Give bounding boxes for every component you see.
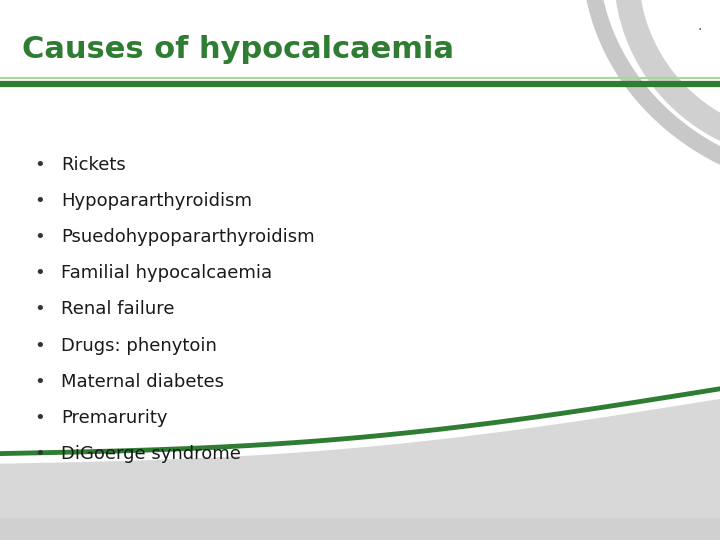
Text: •: • <box>35 228 45 246</box>
Text: Maternal diabetes: Maternal diabetes <box>61 373 224 391</box>
Text: •: • <box>35 192 45 210</box>
Text: Familial hypocalcaemia: Familial hypocalcaemia <box>61 264 272 282</box>
Text: Hypopararthyroidism: Hypopararthyroidism <box>61 192 252 210</box>
Text: Causes of hypocalcaemia: Causes of hypocalcaemia <box>22 35 454 64</box>
Text: DiGoerge syndrome: DiGoerge syndrome <box>61 445 241 463</box>
Text: Drugs: phenytoin: Drugs: phenytoin <box>61 336 217 355</box>
Text: •: • <box>35 445 45 463</box>
Text: •: • <box>35 264 45 282</box>
Text: Renal failure: Renal failure <box>61 300 175 319</box>
Text: •: • <box>35 373 45 391</box>
Text: Psuedohypopararthyroidism: Psuedohypopararthyroidism <box>61 228 315 246</box>
Text: Rickets: Rickets <box>61 156 126 174</box>
Polygon shape <box>0 400 720 540</box>
Text: .: . <box>698 19 702 33</box>
Text: •: • <box>35 336 45 355</box>
Text: •: • <box>35 156 45 174</box>
Text: •: • <box>35 300 45 319</box>
Text: •: • <box>35 409 45 427</box>
Text: Premarurity: Premarurity <box>61 409 168 427</box>
